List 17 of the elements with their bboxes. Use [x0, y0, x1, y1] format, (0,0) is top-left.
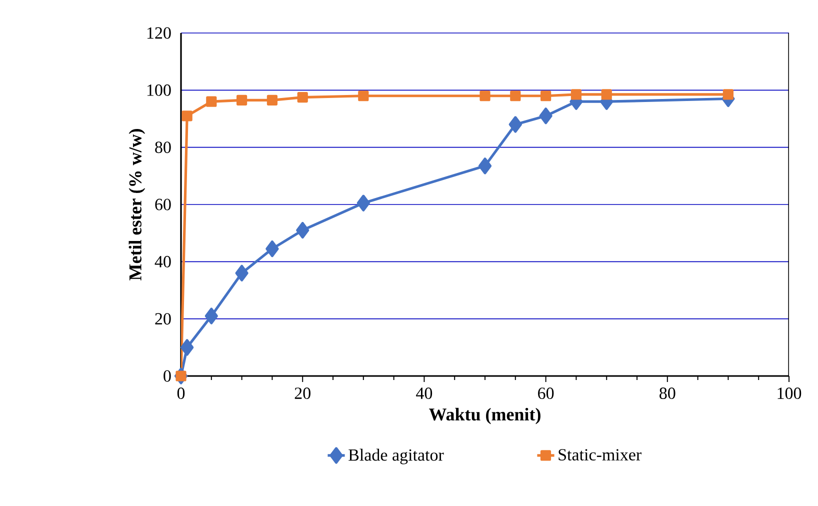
x-tick-label: 0 — [177, 388, 185, 400]
x-tick-label: 80 — [660, 388, 676, 400]
legend-label: Static-mixer — [558, 449, 642, 460]
legend-label: Blade agitator — [348, 448, 444, 464]
y-axis-title: Metil ester (% w/w) — [128, 129, 146, 280]
x-tick-label: 60 — [538, 388, 554, 400]
x-tick-label: 20 — [294, 388, 310, 400]
x-tick-label: 40 — [416, 388, 432, 400]
y-tick-label: 0 — [164, 370, 171, 382]
x-axis-title: Waktu (menit) — [429, 408, 540, 424]
y-tick-label: 40 — [154, 256, 171, 268]
y-tick-label: 20 — [155, 313, 171, 325]
y-tick-label: 120 — [147, 27, 171, 39]
y-tick-label: 100 — [147, 84, 171, 96]
y-tick-label: 80 — [155, 142, 171, 154]
y-tick-label: 60 — [155, 198, 171, 210]
x-tick-label: 100 — [778, 388, 802, 400]
